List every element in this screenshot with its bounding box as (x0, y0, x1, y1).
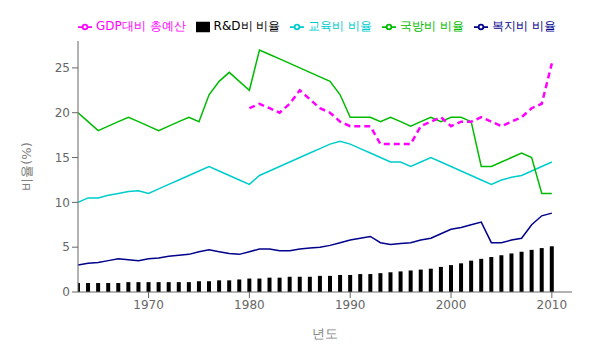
html-text:교육비 비율: 교육비 비율 (308, 19, 373, 33)
svg-text:0: 0 (62, 285, 70, 299)
svg-text:20: 20 (55, 106, 70, 120)
html-text:R&D비 비율: R&D비 비율 (213, 19, 281, 33)
svg-text:1980: 1980 (234, 298, 265, 312)
html-text:GDP대비 총예산: GDP대비 총예산 (96, 19, 186, 33)
svg-text:25: 25 (55, 61, 70, 75)
svg-text:1970: 1970 (133, 298, 164, 312)
html-text:복지비 비율: 복지비 비율 (492, 19, 556, 33)
svg-text:10: 10 (55, 196, 70, 210)
svg-text:15: 15 (55, 151, 70, 165)
svg-text:비율(%): 비율(%) (19, 142, 34, 191)
svg-text:1990: 1990 (335, 298, 366, 312)
svg-text:년도: 년도 (312, 326, 338, 341)
svg-text:2000: 2000 (436, 298, 467, 312)
html-text:국방비 비율: 국방비 비율 (400, 19, 464, 33)
svg-text:2010: 2010 (537, 298, 568, 312)
svg-text:5: 5 (62, 240, 70, 254)
